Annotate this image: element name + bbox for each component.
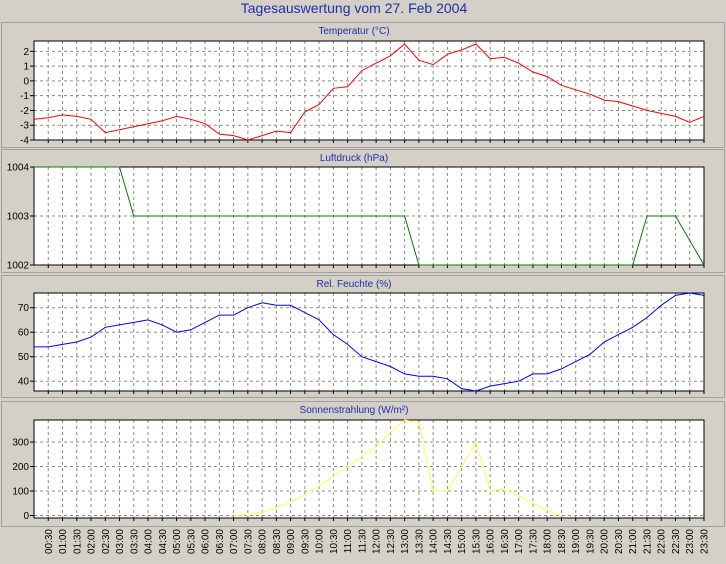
x-tick-label: 20:30 [614,529,625,554]
y-tick-label: -4 [20,136,29,147]
y-tick-label: 40 [18,377,30,388]
x-tick-label: 22:30 [671,529,682,554]
x-tick-label: 23:00 [685,529,696,554]
x-tick-label: 22:00 [657,529,668,554]
x-tick-label: 03:30 [129,529,140,554]
panel-title: Rel. Feuchte (%) [316,279,391,290]
x-tick-label: 08:30 [272,529,283,554]
report-title: Tagesauswertung vom 27. Feb 2004 [241,0,468,16]
x-tick-label: 23:30 [700,529,711,554]
x-axis-labels: 00:30 01:00 01:30 02:00 02:30 03:00 03:30 04:00… [44,529,711,554]
x-tick-label: 11:30 [357,529,368,554]
vertical-grid [47,420,705,518]
y-tick-label: 60 [18,328,30,339]
panel-title: Luftdruck (hPa) [320,153,388,164]
y-tick-label: 100 [12,487,29,498]
chart-panel-3: Rel. Feuchte (%) 40 50 60 70 [1,275,725,398]
x-tick-label: 01:00 [58,529,69,554]
plot-area [34,420,704,518]
vertical-grid [47,41,705,140]
x-tick-label: 02:30 [101,529,112,554]
y-tick-label: 300 [12,438,29,449]
plot-border [33,166,705,266]
x-tick-label: 09:00 [286,529,297,554]
x-tick-label: 04:00 [144,529,155,554]
x-tick-label: 10:30 [329,529,340,554]
chart-panel-4: Sonnenstrahlung (W/m²) 0 100 200 300 [1,401,725,527]
x-tick-label: 07:00 [229,529,240,554]
plot-border [33,40,705,141]
plot-border [33,292,705,392]
plot-border [33,419,705,519]
plot-area [34,293,704,391]
x-tick-label: 08:00 [258,529,269,554]
x-tick-label: 16:00 [486,529,497,554]
x-tick-label: 19:00 [571,529,582,554]
y-tick-label: 2 [23,47,29,58]
x-tick-label: 12:30 [386,529,397,554]
x-tick-label: 01:30 [72,529,83,554]
x-tick-label: 00:30 [44,529,55,554]
x-tick-label: 03:00 [115,529,126,554]
x-tick-label: 14:30 [443,529,454,554]
x-tick-label: 10:00 [315,529,326,554]
x-tick-label: 19:30 [586,529,597,554]
series-line [33,43,705,141]
x-tick-label: 17:00 [514,529,525,554]
x-tick-label: 13:00 [400,529,411,554]
y-tick-label: 50 [18,352,30,363]
x-tick-label: 15:30 [471,529,482,554]
x-tick-label: 21:30 [643,529,654,554]
x-tick-label: 18:00 [543,529,554,554]
x-tick-label: 20:00 [600,529,611,554]
x-tick-label: 13:30 [414,529,425,554]
x-tick-label: 07:30 [243,529,254,554]
y-tick-label: -3 [20,121,29,132]
horizontal-grid [30,307,704,382]
x-tick-label: 21:00 [628,529,639,554]
x-tick-label: 05:00 [172,529,183,554]
series-line [34,292,705,392]
y-tick-label: -1 [20,91,29,102]
x-tick-label: 11:00 [343,529,354,554]
y-tick-label: 0 [23,511,29,522]
x-tick-label: 14:00 [429,529,440,554]
y-tick-label: 1 [23,62,29,73]
chart-panel-2: Luftdruck (hPa) 1002 1003 1004 [1,149,725,273]
y-tick-label: 200 [12,462,29,473]
y-tick-label: -2 [20,106,29,117]
x-tick-label: 04:30 [158,529,169,554]
x-tick-label: 09:30 [300,529,311,554]
x-tick-label: 05:30 [186,529,197,554]
x-tick-label: 12:00 [372,529,383,554]
series-line [34,166,705,266]
y-tick-label: 1002 [7,261,30,272]
y-tick-label: 1004 [7,163,30,174]
panel-title: Temperatur (°C) [318,26,389,37]
series-line [233,419,562,516]
x-tick-label: 16:30 [500,529,511,554]
x-tick-label: 02:00 [87,529,98,554]
horizontal-grid [30,441,704,517]
plot-area [34,41,704,140]
chart-panel-1: Temperatur (°C) -4 -3 -2 -1 0 1 2 [1,22,725,148]
x-tick-label: 18:30 [557,529,568,554]
y-tick-label: 0 [23,76,29,87]
y-tick-label: 70 [18,303,30,314]
x-tick-label: 06:00 [201,529,212,554]
panel-title: Sonnenstrahlung (W/m²) [300,405,409,416]
x-tick-label: 17:30 [528,529,539,554]
x-tick-label: 06:30 [215,529,226,554]
y-tick-label: 1003 [7,212,30,223]
x-tick-label: 15:00 [457,529,468,554]
